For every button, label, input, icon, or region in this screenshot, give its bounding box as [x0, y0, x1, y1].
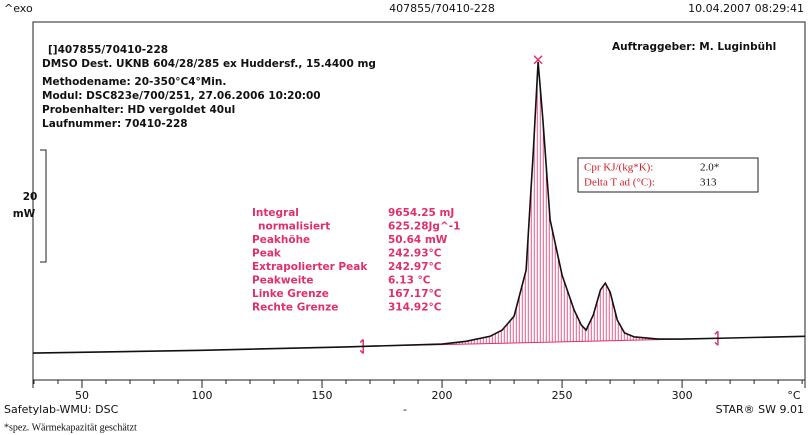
- cpr-value: 2.0*: [700, 162, 719, 174]
- footer-center: -: [403, 403, 407, 416]
- footer-left: Safetylab-WMU: DSC: [4, 403, 119, 416]
- result-name: Peakweite: [252, 275, 313, 287]
- frame: [32, 21, 806, 388]
- result-value: 242.93°C: [388, 248, 442, 260]
- scale-unit: mW: [13, 208, 36, 220]
- result-name: Peak: [252, 248, 282, 260]
- result-value: 242.97°C: [388, 261, 442, 273]
- result-name: Linke Grenze: [252, 288, 329, 300]
- result-name: normalisiert: [258, 221, 330, 233]
- x-tick-label: 50: [75, 389, 89, 402]
- info-line: DMSO Dest. UKNB 604/28/285 ex Huddersf.,…: [42, 58, 376, 70]
- dtad-label: Delta T ad (°C):: [584, 177, 655, 189]
- info-line: Laufnummer: 70410-228: [42, 118, 188, 130]
- info-line: []407855/70410-228: [48, 44, 168, 56]
- result-value: 6.13 °C: [388, 275, 431, 287]
- x-tick-label: 100: [191, 389, 212, 402]
- result-name: Integral: [252, 207, 299, 219]
- peak-marker: [533, 55, 543, 65]
- x-tick-label: 250: [552, 389, 573, 402]
- cpr-box: [577, 157, 759, 193]
- footer-right: STAR® SW 9.01: [716, 403, 804, 416]
- dsc-curve: [32, 61, 806, 354]
- result-value: 9654.25 mJ: [388, 207, 454, 219]
- info-line: Methodename: 20-350°C4°Min.: [42, 76, 226, 88]
- info-line: Modul: DSC823e/700/251, 27.06.2006 10:20…: [42, 90, 321, 102]
- x-tick-label: 150: [312, 389, 333, 402]
- info-line: Probenhalter: HD vergoldet 40ul: [42, 104, 235, 116]
- header-date: 10.04.2007 08:29:41: [688, 2, 804, 15]
- scale-value: 20: [23, 191, 38, 203]
- client: Auftraggeber: M. Luginbühl: [612, 41, 776, 53]
- x-tick-label: 200: [432, 389, 453, 402]
- x-tick-label: 300: [672, 389, 693, 402]
- result-name: Extrapolierter Peak: [252, 261, 368, 273]
- exo-label: ^exo: [4, 2, 33, 15]
- result-value: 50.64 mW: [388, 234, 448, 246]
- cpr-label: Cpr KJ/(kg*K):: [584, 162, 653, 174]
- header-id: 407855/70410-228: [389, 2, 495, 15]
- scale-bar: [40, 149, 47, 263]
- result-value: 167.17°C: [388, 288, 442, 300]
- result-value: 314.92°C: [388, 302, 442, 314]
- footnote: *spez. Wärmekapazität geschätzt: [4, 422, 137, 433]
- result-name: Peakhöhe: [252, 234, 310, 246]
- dtad-value: 313: [700, 177, 717, 189]
- result-value: 625.28Jg^-1: [388, 221, 460, 233]
- result-name: Rechte Grenze: [252, 302, 338, 314]
- x-unit: °C: [787, 389, 801, 402]
